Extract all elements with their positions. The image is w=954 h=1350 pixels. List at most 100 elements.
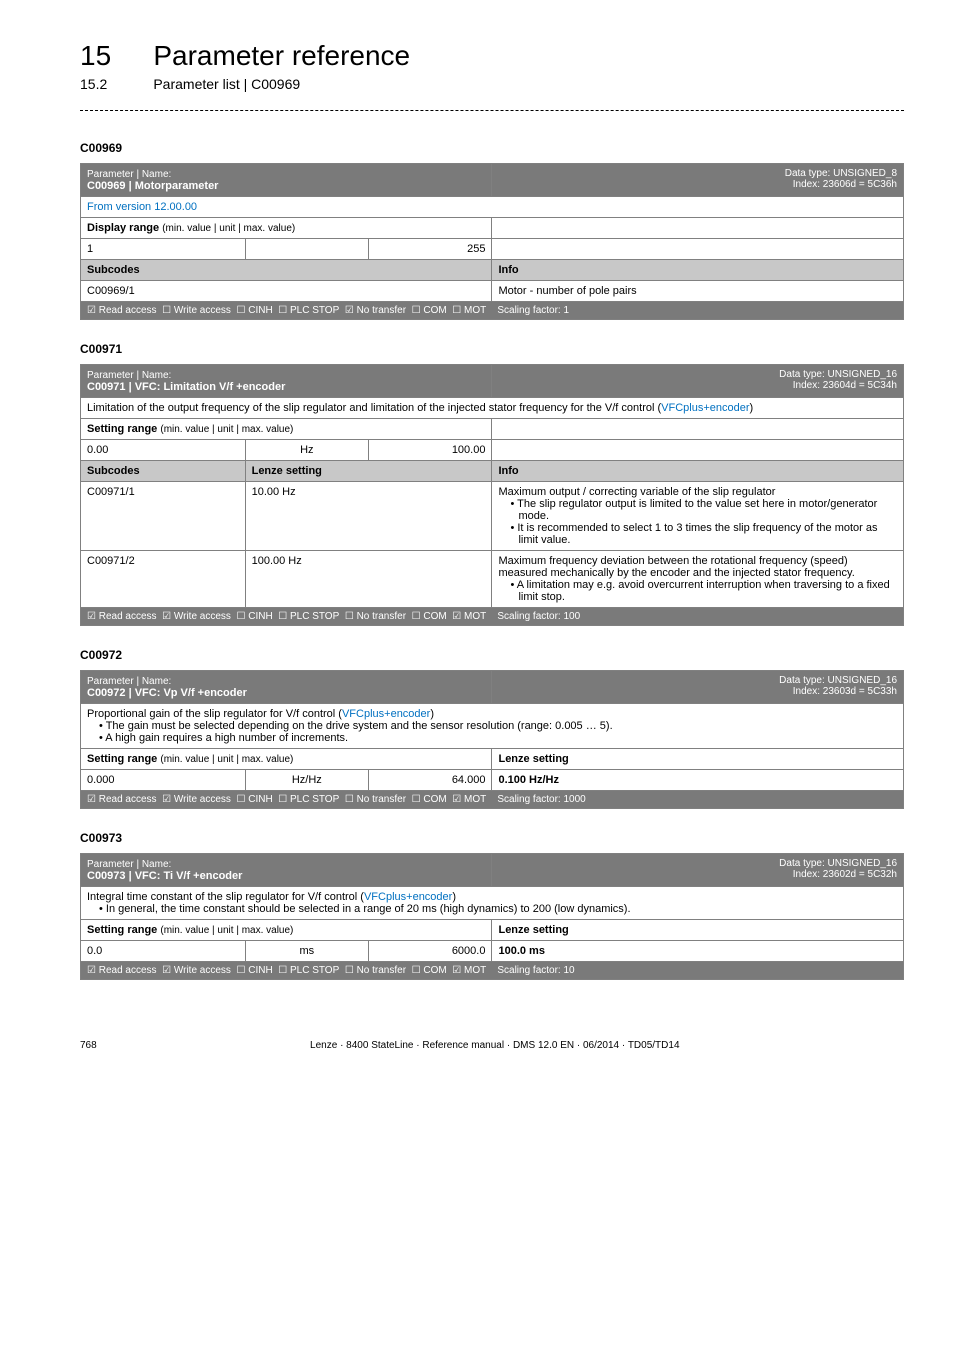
footer-scale: Scaling factor: 100 — [497, 611, 580, 622]
section-title: Parameter list | C00969 — [153, 76, 300, 92]
page-footer: 768 Lenze · 8400 StateLine · Reference m… — [80, 1040, 904, 1051]
footer-scale: Scaling factor: 1000 — [497, 794, 585, 805]
range-unit: ms — [245, 941, 368, 962]
footer-read: ☑ Read access — [87, 965, 157, 976]
chapter-title: Parameter reference — [153, 40, 410, 71]
footer-read: ☑ Read access — [87, 305, 157, 316]
footer-notransfer: ☑ No transfer — [345, 305, 406, 316]
param-desc-pre: Integral time constant of the slip regul… — [87, 891, 364, 903]
footer-mot: ☑ MOT — [452, 611, 486, 622]
params-container: C00969Parameter | Name:C00969 | Motorpar… — [80, 141, 904, 980]
param-data-type: Data type: UNSIGNED_16 — [779, 858, 897, 869]
param-name: C00972 | VFC: Vp V/f +encoder — [87, 687, 247, 699]
footer-plc: ☐ PLC STOP — [278, 611, 339, 622]
footer-plc: ☐ PLC STOP — [278, 305, 339, 316]
param-desc-post: ) — [430, 708, 434, 720]
param-desc-post: ) — [750, 402, 754, 414]
param-index: Index: 23602d = 5C32h — [793, 869, 897, 880]
range-sub: (min. value | unit | max. value) — [160, 925, 293, 936]
param-desc-link[interactable]: VFCplus+encoder — [342, 708, 430, 720]
param-name-label: Parameter | Name: — [87, 169, 171, 180]
param-index: Index: 23603d = 5C33h — [793, 686, 897, 697]
range-unit — [245, 239, 368, 260]
param-name-label: Parameter | Name: — [87, 370, 171, 381]
param-data-type: Data type: UNSIGNED_16 — [779, 675, 897, 686]
subcode-info: Maximum frequency deviation between the … — [492, 551, 904, 608]
param-name: C00969 | Motorparameter — [87, 180, 218, 192]
footer-plc: ☐ PLC STOP — [278, 794, 339, 805]
footer-scale: Scaling factor: 10 — [497, 965, 574, 976]
chapter-number: 15 — [80, 40, 150, 72]
footer-cinh: ☐ CINH — [236, 794, 272, 805]
footer-read: ☑ Read access — [87, 611, 157, 622]
param-version[interactable]: From version 12.00.00 — [81, 197, 904, 218]
param-name-label: Parameter | Name: — [87, 676, 171, 687]
param-desc-post: ) — [452, 891, 456, 903]
subcode-code: C00971/2 — [81, 551, 246, 608]
param-desc-bullet: • The gain must be selected depending on… — [99, 720, 897, 732]
param-id: C00969 — [80, 141, 904, 155]
lenze-setting-value: 0.100 Hz/Hz — [492, 770, 904, 791]
footer-scale: Scaling factor: 1 — [497, 305, 569, 316]
param-desc-link[interactable]: VFCplus+encoder — [661, 402, 749, 414]
footer-plc: ☐ PLC STOP — [278, 965, 339, 976]
footer-mot: ☑ MOT — [452, 965, 486, 976]
param-table: Parameter | Name:C00971 | VFC: Limitatio… — [80, 364, 904, 626]
param-id: C00971 — [80, 342, 904, 356]
param-desc-bullet: • A high gain requires a high number of … — [99, 732, 897, 744]
param-name: C00973 | VFC: Ti V/f +encoder — [87, 870, 242, 882]
doc-info: Lenze · 8400 StateLine · Reference manua… — [143, 1040, 847, 1051]
subcode-info: Maximum output / correcting variable of … — [492, 482, 904, 551]
subcodes-header-right: Info — [492, 260, 904, 281]
footer-mot: ☑ MOT — [452, 794, 486, 805]
footer-write: ☑ Write access — [162, 794, 231, 805]
range-label: Display range — [87, 222, 159, 234]
range-max: 255 — [369, 239, 492, 260]
range-max: 100.00 — [369, 440, 492, 461]
subcode-info: Motor - number of pole pairs — [492, 281, 904, 302]
param-table: Parameter | Name:C00969 | Motorparameter… — [80, 163, 904, 320]
subcode-setting: 100.00 Hz — [245, 551, 492, 608]
subcodes-header-left: Subcodes — [81, 260, 492, 281]
range-label: Setting range — [87, 753, 157, 765]
subcodes-header-right: Info — [492, 461, 904, 482]
lenze-setting-header: Lenze setting — [492, 920, 904, 941]
range-unit: Hz — [245, 440, 368, 461]
range-label: Setting range — [87, 423, 157, 435]
footer-read: ☑ Read access — [87, 794, 157, 805]
footer-com: ☐ COM — [412, 305, 447, 316]
param-data-type: Data type: UNSIGNED_8 — [785, 168, 897, 179]
range-sub: (min. value | unit | max. value) — [162, 223, 295, 234]
range-max: 64.000 — [369, 770, 492, 791]
param-name: C00971 | VFC: Limitation V/f +encoder — [87, 381, 285, 393]
footer-cinh: ☐ CINH — [236, 965, 272, 976]
range-sub: (min. value | unit | max. value) — [160, 754, 293, 765]
param-desc-pre: Limitation of the output frequency of th… — [87, 402, 661, 414]
lenze-setting-value: 100.0 ms — [492, 941, 904, 962]
range-min: 0.00 — [81, 440, 246, 461]
footer-com: ☐ COM — [412, 794, 447, 805]
footer-com: ☐ COM — [412, 965, 447, 976]
param-data-type: Data type: UNSIGNED_16 — [779, 369, 897, 380]
param-id: C00973 — [80, 831, 904, 845]
range-min: 1 — [81, 239, 246, 260]
footer-mot: ☐ MOT — [452, 305, 486, 316]
header-divider — [80, 110, 904, 111]
subcodes-header-left: Subcodes — [81, 461, 246, 482]
lenze-setting-header: Lenze setting — [492, 749, 904, 770]
range-max: 6000.0 — [369, 941, 492, 962]
range-min: 0.0 — [81, 941, 246, 962]
range-label: Setting range — [87, 924, 157, 936]
range-min: 0.000 — [81, 770, 246, 791]
param-desc-link[interactable]: VFCplus+encoder — [364, 891, 452, 903]
range-sub: (min. value | unit | max. value) — [160, 424, 293, 435]
param-desc-pre: Proportional gain of the slip regulator … — [87, 708, 342, 720]
param-index: Index: 23606d = 5C36h — [793, 179, 897, 190]
footer-cinh: ☐ CINH — [236, 305, 272, 316]
footer-notransfer: ☐ No transfer — [345, 611, 406, 622]
footer-cinh: ☐ CINH — [236, 611, 272, 622]
footer-notransfer: ☐ No transfer — [345, 965, 406, 976]
footer-write: ☑ Write access — [162, 965, 231, 976]
subcode-code: C00969/1 — [81, 281, 492, 302]
param-id: C00972 — [80, 648, 904, 662]
